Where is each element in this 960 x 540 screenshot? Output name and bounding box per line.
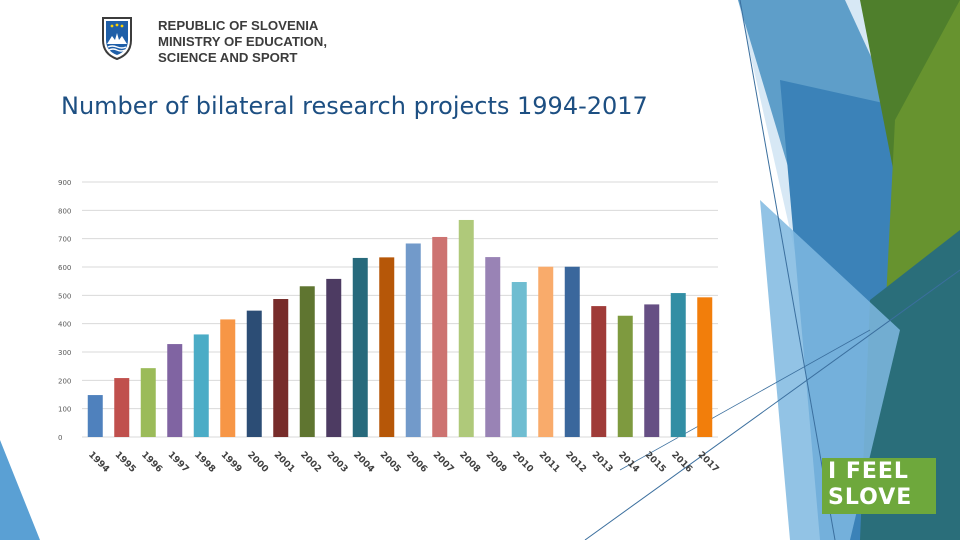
- bar-1997: [167, 344, 183, 437]
- x-tick-label: 2014: [616, 450, 641, 475]
- bar-2017: [697, 297, 713, 437]
- y-tick-label: 200: [58, 377, 71, 385]
- x-tick-label: 2005: [378, 450, 403, 475]
- bar-2009: [485, 257, 501, 437]
- slide-title: Number of bilateral research projects 19…: [61, 92, 648, 120]
- badge-line-2: SLOVE: [828, 485, 913, 510]
- y-tick-label: 600: [58, 264, 71, 272]
- bar-2006: [405, 243, 421, 437]
- bar-2010: [511, 282, 527, 437]
- x-tick-label: 2002: [298, 450, 323, 475]
- ministry-name: REPUBLIC OF SLOVENIA MINISTRY OF EDUCATI…: [158, 18, 398, 66]
- x-tick-label: 2011: [537, 450, 562, 475]
- y-tick-label: 500: [58, 292, 71, 300]
- y-tick-label: 700: [58, 236, 71, 244]
- x-tick-label: 2003: [325, 450, 350, 475]
- x-tick-label: 1999: [219, 450, 244, 475]
- x-tick-label: 2016: [669, 450, 694, 475]
- bar-2013: [591, 306, 607, 437]
- x-tick-label: 2006: [404, 450, 429, 475]
- x-tick-label: 2004: [351, 450, 376, 475]
- x-tick-label: 2017: [696, 450, 721, 475]
- x-tick-label: 2000: [245, 450, 270, 475]
- bar-2014: [617, 315, 633, 437]
- x-tick-label: 2013: [590, 450, 615, 475]
- y-tick-label: 300: [58, 349, 71, 357]
- y-tick-label: 800: [58, 207, 71, 215]
- bar-1999: [220, 319, 236, 437]
- x-tick-label: 2012: [563, 450, 588, 475]
- ministry-line-2: MINISTRY OF EDUCATION,: [158, 34, 327, 49]
- y-tick-label: 900: [58, 179, 71, 187]
- ministry-line-3: SCIENCE AND SPORT: [158, 50, 298, 65]
- x-tick-label: 1995: [113, 450, 138, 475]
- i-feel-slovenia-logo: I FEEL SLOVE: [822, 458, 936, 514]
- bar-2016: [670, 293, 686, 437]
- coat-of-arms-icon: [102, 17, 132, 60]
- x-tick-label: 2008: [457, 450, 482, 475]
- bar-2005: [379, 257, 395, 437]
- y-tick-label: 400: [58, 321, 71, 329]
- bar-1998: [193, 334, 209, 437]
- x-tick-label: 2009: [484, 450, 509, 475]
- y-tick-label: 100: [58, 406, 71, 414]
- ministry-line-1: REPUBLIC OF SLOVENIA: [158, 18, 319, 33]
- bar-2001: [273, 299, 289, 437]
- x-tick-label: 2001: [272, 450, 297, 475]
- x-tick-label: 2015: [643, 450, 668, 475]
- x-tick-label: 2010: [510, 450, 535, 475]
- bar-2007: [432, 236, 448, 437]
- bar-2008: [458, 219, 474, 437]
- bar-2012: [564, 266, 580, 437]
- bar-1995: [114, 378, 130, 437]
- x-tick-label: 2007: [431, 450, 456, 475]
- bar-1994: [87, 395, 103, 437]
- x-tick-label: 1998: [192, 450, 217, 475]
- bar-2000: [246, 310, 262, 437]
- x-tick-label: 1994: [86, 450, 111, 475]
- bar-2002: [299, 286, 315, 437]
- bar-1996: [140, 368, 156, 437]
- x-tick-label: 1997: [166, 450, 191, 475]
- bar-2015: [644, 304, 660, 437]
- y-tick-label: 0: [58, 434, 62, 442]
- x-tick-label: 1996: [139, 450, 164, 475]
- bar-2011: [538, 266, 554, 437]
- bar-2004: [352, 257, 368, 437]
- badge-line-1: I FEEL: [828, 459, 909, 484]
- bar-2003: [326, 278, 342, 437]
